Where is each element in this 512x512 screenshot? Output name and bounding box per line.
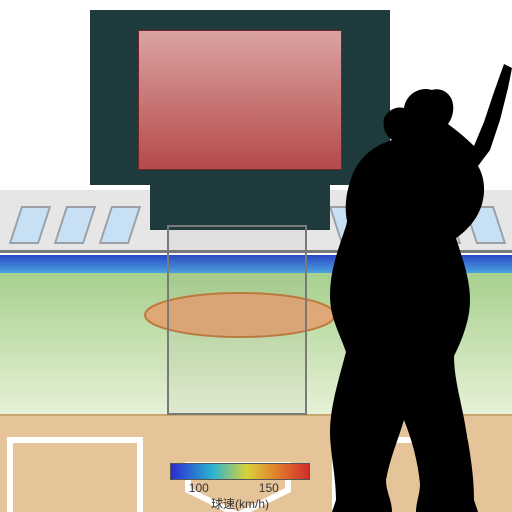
legend-label: 球速(km/h) bbox=[170, 495, 310, 512]
velocity-legend: 100 150 球速(km/h) bbox=[150, 463, 330, 512]
legend-tick: 100 bbox=[189, 481, 209, 495]
legend-bar bbox=[170, 463, 310, 480]
legend-tick: 150 bbox=[259, 481, 279, 495]
batter-silhouette-icon bbox=[0, 0, 512, 512]
